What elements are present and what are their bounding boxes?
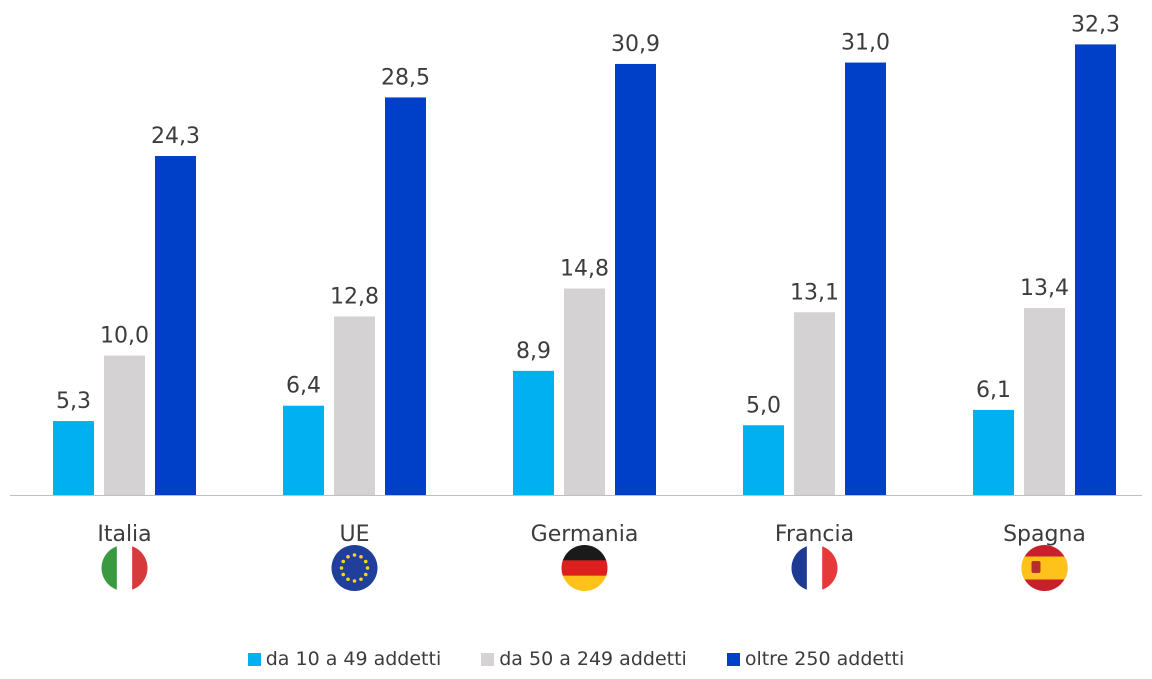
bar-germania-series1 [564, 288, 605, 495]
bar-spagna-series1 [1024, 308, 1065, 495]
bar-ue-series2 [385, 97, 426, 496]
bar-ue-series0 [283, 405, 324, 495]
bar-germania-series2 [615, 63, 656, 495]
data-label: 30,9 [611, 32, 660, 57]
data-label: 32,3 [1071, 12, 1120, 37]
legend-label-medium: da 50 a 249 addetti [499, 648, 687, 670]
data-label: 24,3 [151, 124, 200, 149]
bar-francia-series1 [794, 312, 835, 495]
spain-flag-icon [1021, 545, 1068, 591]
data-label: 31,0 [841, 31, 890, 56]
legend-item-small: da 10 a 49 addetti [247, 648, 442, 670]
data-label: 10,0 [100, 324, 149, 349]
bar-italia-series1 [104, 355, 145, 495]
eu-flag-icon [331, 545, 378, 591]
data-label: 28,5 [381, 65, 430, 90]
data-label: 12,8 [330, 284, 379, 309]
data-label: 5,3 [56, 389, 91, 414]
category-label-francia: Francia [775, 522, 854, 547]
legend-label-large: oltre 250 addetti [744, 648, 905, 670]
germany-flag-icon [561, 545, 608, 591]
data-label: 6,4 [286, 374, 321, 399]
bar-ue-series1 [334, 316, 375, 495]
bar-spagna-series2 [1075, 44, 1116, 495]
data-label: 14,8 [560, 257, 609, 282]
legend-item-large: oltre 250 addetti [726, 648, 905, 670]
legend: da 10 a 49 addetti da 50 a 249 addetti o… [0, 648, 1152, 670]
data-label: 13,4 [1020, 276, 1069, 301]
legend-swatch-large [726, 652, 740, 666]
bar-spagna-series0 [973, 409, 1014, 495]
data-label: 5,0 [746, 393, 781, 418]
bar-italia-series2 [155, 156, 196, 495]
category-label-italia: Italia [97, 522, 151, 547]
italy-flag-icon [101, 545, 148, 591]
legend-swatch-small [247, 652, 261, 666]
france-flag-icon [791, 545, 838, 591]
legend-label-small: da 10 a 49 addetti [265, 648, 442, 670]
legend-swatch-medium [481, 652, 495, 666]
data-label: 13,1 [790, 280, 839, 305]
category-label-germania: Germania [531, 522, 639, 547]
category-label-ue: UE [339, 522, 369, 547]
bar-germania-series0 [513, 370, 554, 495]
bar-francia-series0 [743, 425, 784, 495]
bar-francia-series2 [845, 62, 886, 496]
data-label: 8,9 [516, 339, 551, 364]
category-label-spagna: Spagna [1003, 522, 1086, 547]
data-label: 6,1 [976, 378, 1011, 403]
legend-item-medium: da 50 a 249 addetti [481, 648, 687, 670]
bar-italia-series0 [53, 421, 94, 495]
